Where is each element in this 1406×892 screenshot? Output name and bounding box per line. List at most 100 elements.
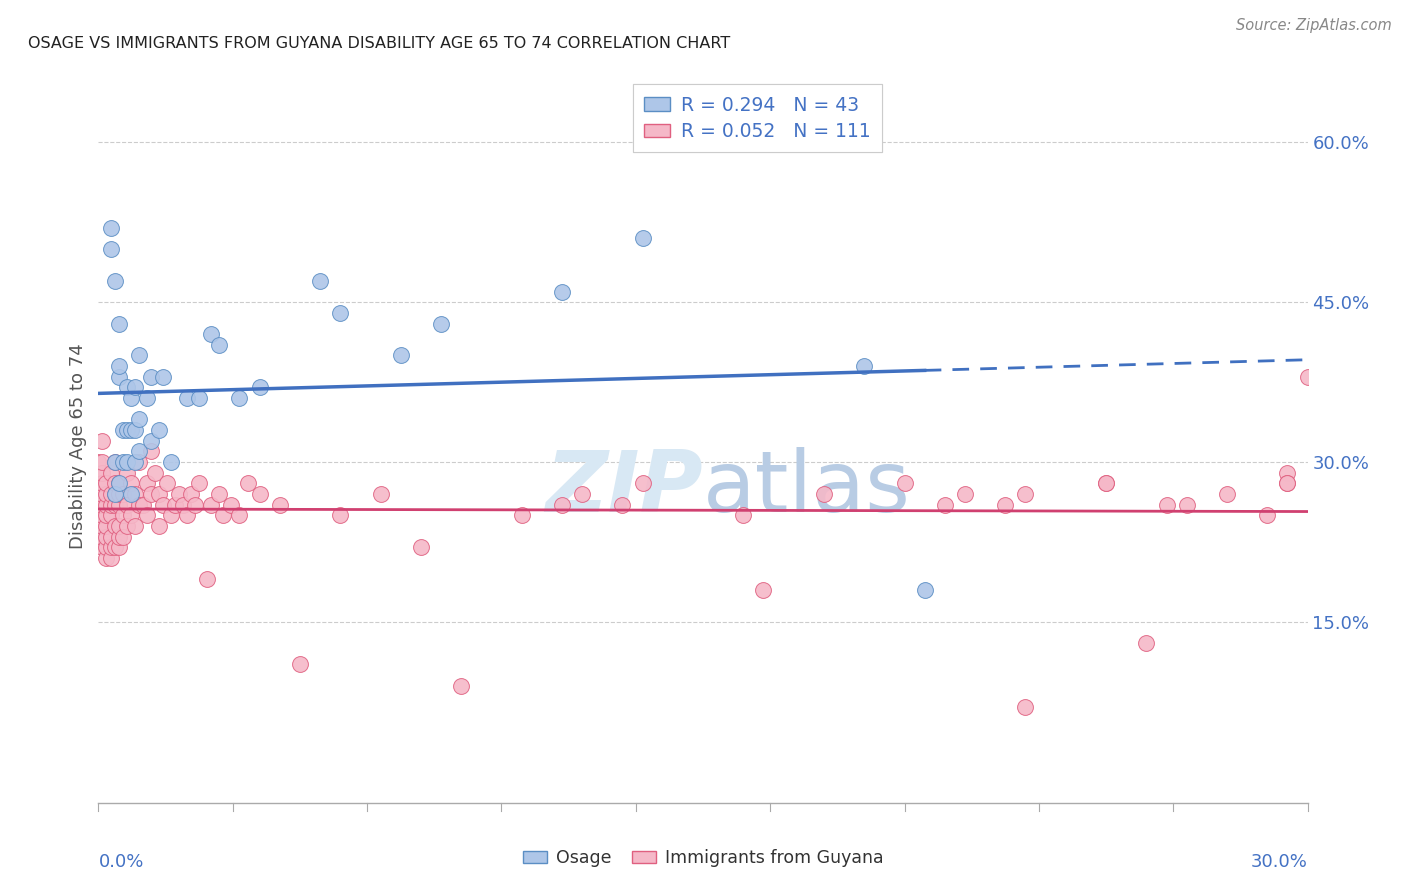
Point bbox=[91, 498, 114, 512]
Point bbox=[430, 317, 453, 331]
Point bbox=[994, 498, 1017, 512]
Point bbox=[212, 508, 235, 523]
Point bbox=[100, 550, 122, 565]
Point bbox=[188, 476, 211, 491]
Point bbox=[221, 498, 243, 512]
Point bbox=[87, 466, 110, 480]
Point bbox=[132, 498, 155, 512]
Point bbox=[107, 476, 129, 491]
Point bbox=[135, 391, 157, 405]
Point bbox=[100, 466, 122, 480]
Point bbox=[409, 540, 432, 554]
Point bbox=[195, 572, 218, 586]
Point bbox=[1095, 476, 1118, 491]
Point bbox=[370, 487, 392, 501]
Point bbox=[103, 487, 125, 501]
Point bbox=[208, 338, 231, 352]
Point bbox=[100, 487, 122, 501]
Point bbox=[1175, 498, 1198, 512]
Point bbox=[139, 369, 162, 384]
Point bbox=[176, 391, 198, 405]
Point bbox=[103, 274, 125, 288]
Point bbox=[124, 519, 146, 533]
Point bbox=[96, 476, 118, 491]
Point bbox=[107, 317, 129, 331]
Point bbox=[184, 498, 207, 512]
Text: ZIP: ZIP bbox=[546, 447, 703, 531]
Point bbox=[135, 476, 157, 491]
Point bbox=[103, 455, 125, 469]
Point bbox=[107, 476, 129, 491]
Point bbox=[100, 242, 122, 256]
Point bbox=[103, 476, 125, 491]
Point bbox=[631, 476, 654, 491]
Point bbox=[450, 679, 472, 693]
Point bbox=[1277, 476, 1299, 491]
Point bbox=[1256, 508, 1278, 523]
Point bbox=[87, 498, 110, 512]
Point bbox=[228, 508, 250, 523]
Point bbox=[180, 487, 202, 501]
Point bbox=[96, 550, 118, 565]
Point bbox=[1277, 476, 1299, 491]
Point bbox=[551, 285, 574, 299]
Point bbox=[91, 519, 114, 533]
Point bbox=[139, 434, 162, 448]
Point bbox=[96, 487, 118, 501]
Point bbox=[249, 380, 271, 394]
Point bbox=[893, 476, 915, 491]
Point bbox=[91, 487, 114, 501]
Point bbox=[91, 476, 114, 491]
Point bbox=[96, 498, 118, 512]
Legend: Osage, Immigrants from Guyana: Osage, Immigrants from Guyana bbox=[516, 843, 890, 874]
Point bbox=[107, 359, 129, 373]
Point bbox=[115, 455, 138, 469]
Point bbox=[100, 508, 122, 523]
Point bbox=[1095, 476, 1118, 491]
Point bbox=[111, 423, 134, 437]
Point bbox=[107, 540, 129, 554]
Point bbox=[91, 466, 114, 480]
Point bbox=[124, 380, 146, 394]
Point bbox=[288, 657, 311, 672]
Point bbox=[1216, 487, 1239, 501]
Point bbox=[152, 369, 174, 384]
Point bbox=[152, 498, 174, 512]
Point bbox=[124, 423, 146, 437]
Point bbox=[128, 412, 150, 426]
Point bbox=[107, 369, 129, 384]
Point bbox=[87, 487, 110, 501]
Point bbox=[96, 529, 118, 543]
Point bbox=[87, 519, 110, 533]
Point bbox=[135, 508, 157, 523]
Point bbox=[91, 529, 114, 543]
Point bbox=[100, 529, 122, 543]
Point bbox=[200, 498, 222, 512]
Point bbox=[120, 476, 142, 491]
Point bbox=[103, 498, 125, 512]
Point bbox=[510, 508, 533, 523]
Text: 0.0%: 0.0% bbox=[98, 853, 143, 871]
Point bbox=[1014, 487, 1036, 501]
Point bbox=[148, 487, 170, 501]
Point bbox=[1156, 498, 1178, 512]
Point bbox=[752, 582, 775, 597]
Point bbox=[148, 519, 170, 533]
Point bbox=[139, 444, 162, 458]
Point bbox=[1135, 636, 1157, 650]
Point bbox=[103, 455, 125, 469]
Point bbox=[953, 487, 976, 501]
Point bbox=[160, 455, 183, 469]
Point bbox=[115, 466, 138, 480]
Point bbox=[176, 508, 198, 523]
Point bbox=[96, 519, 118, 533]
Point bbox=[571, 487, 593, 501]
Point bbox=[91, 508, 114, 523]
Point bbox=[139, 487, 162, 501]
Point bbox=[100, 220, 122, 235]
Point bbox=[156, 476, 179, 491]
Point bbox=[249, 487, 271, 501]
Point bbox=[103, 540, 125, 554]
Point bbox=[163, 498, 186, 512]
Point bbox=[111, 455, 134, 469]
